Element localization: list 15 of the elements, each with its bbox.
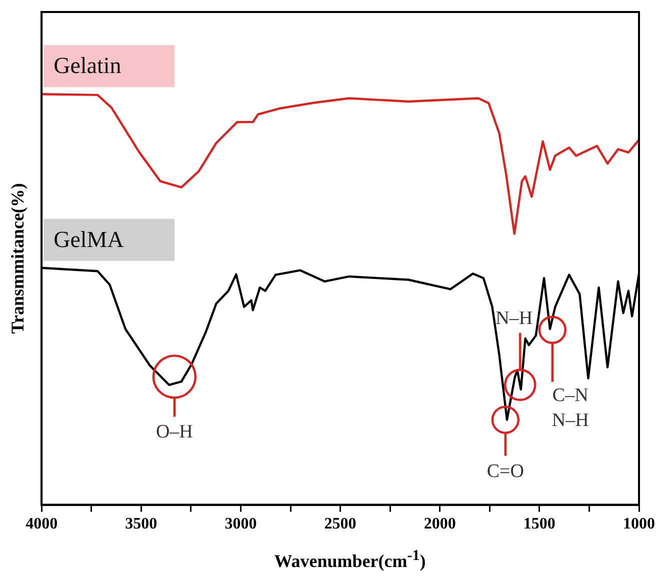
x-tick-label: 2000 (424, 516, 456, 533)
x-tick-label: 1000 (623, 516, 655, 533)
series-label: GelMA (54, 226, 124, 252)
annotation: C–N N–H (552, 384, 590, 431)
series-label: Gelatin (54, 53, 122, 78)
y-axis-title: Transmmitance(%) (7, 183, 28, 334)
x-axis-title: Wavenumber(cm$^{-1}$) (273, 548, 427, 572)
x-tick-label: 4000 (26, 516, 58, 533)
x-tick-label: 2500 (324, 516, 356, 533)
annotation: C=O (486, 460, 524, 482)
x-tick-label: 3000 (224, 516, 257, 533)
annotation: N–H (496, 308, 533, 329)
x-tick-label: 3500 (125, 516, 158, 533)
x-tick-label: 1500 (523, 516, 556, 533)
annotation: O–H (156, 422, 194, 443)
